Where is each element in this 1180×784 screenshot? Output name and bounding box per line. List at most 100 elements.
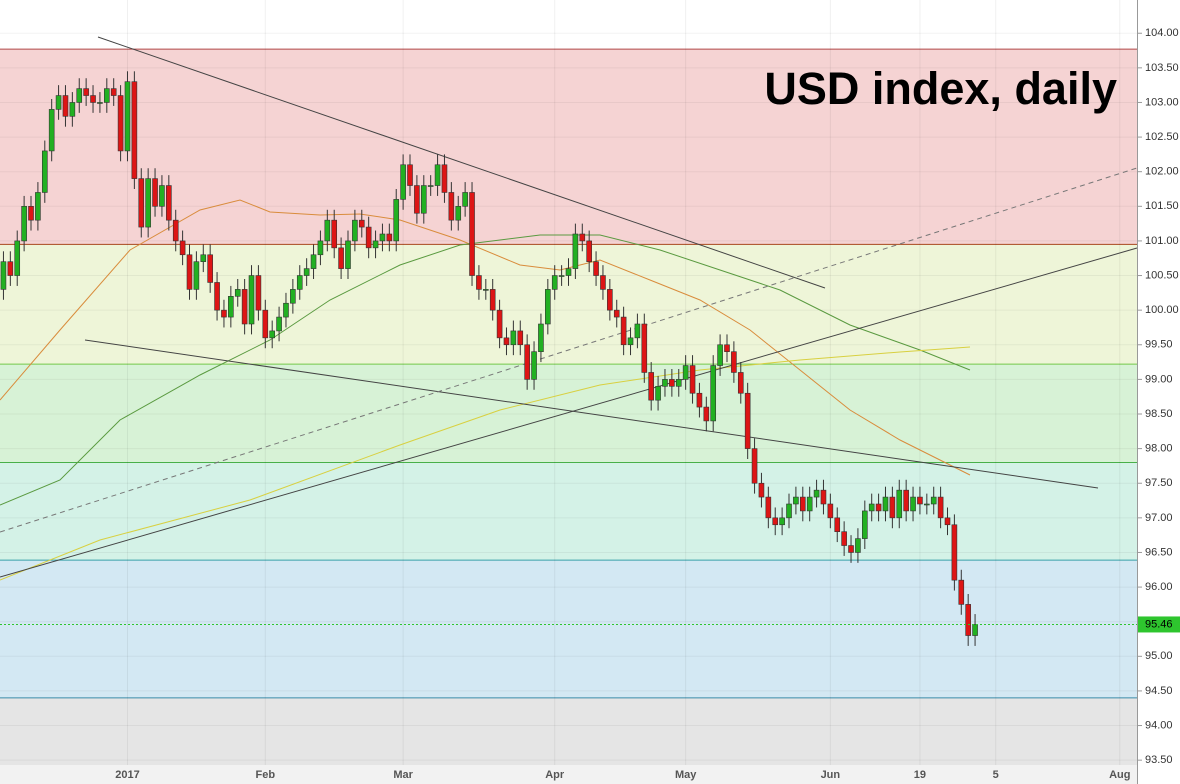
x-tick-label: Feb — [256, 769, 276, 781]
candle-body — [538, 323, 544, 352]
candle-body — [35, 192, 41, 221]
y-tick-label: 102.00 — [1145, 166, 1179, 178]
moving-average-mid — [0, 234, 971, 506]
trendline — [0, 247, 1138, 578]
candle-body — [166, 185, 172, 221]
candle-body — [441, 164, 448, 193]
candle-body — [420, 185, 427, 214]
candle-body — [414, 185, 420, 214]
candle-body — [882, 496, 889, 512]
candle-body — [448, 192, 455, 221]
candle-body — [152, 178, 158, 207]
candle-body — [427, 185, 434, 187]
y-tick-label: 94.00 — [1145, 719, 1173, 731]
candle-body — [365, 226, 372, 249]
candle-body — [262, 309, 269, 339]
candle-body — [648, 372, 654, 401]
candle-body — [655, 386, 661, 401]
candle-body — [793, 496, 799, 505]
y-tick-label: 99.00 — [1145, 373, 1173, 385]
candle-body — [965, 604, 971, 636]
candle-body — [248, 275, 255, 325]
candle-body — [407, 164, 413, 186]
y-tick-label: 103.50 — [1145, 62, 1179, 74]
candle-body — [7, 261, 14, 276]
candle-body — [917, 496, 923, 505]
axes: 93.5094.0094.5095.0095.5096.0096.5097.00… — [115, 27, 1180, 781]
candle-body — [372, 240, 379, 249]
candle-body — [572, 233, 579, 269]
candle-body — [28, 206, 34, 221]
candle-body — [159, 185, 165, 207]
candle-body — [551, 275, 558, 290]
candle-body — [779, 517, 785, 526]
y-tick-label: 95.00 — [1145, 650, 1173, 662]
candle-body — [228, 296, 234, 318]
last-price-label: 95.46 — [1145, 618, 1173, 630]
candle-body — [669, 379, 675, 387]
trendline — [97, 36, 826, 289]
candle-body — [972, 624, 978, 636]
x-tick-label: 5 — [993, 769, 999, 781]
candle-body — [214, 282, 220, 311]
candle-body — [524, 344, 530, 380]
candle-body — [0, 261, 7, 290]
x-tick-label: 19 — [914, 769, 926, 781]
candle-body — [255, 275, 262, 311]
x-tick-label: Mar — [393, 769, 413, 781]
candle-body — [806, 496, 813, 512]
candle-body — [104, 88, 110, 103]
candle-body — [855, 538, 861, 553]
candle-body — [910, 496, 916, 512]
y-axis-bg — [1137, 0, 1180, 784]
candle-body — [379, 233, 386, 242]
candle-body — [76, 88, 83, 103]
candle-body — [207, 254, 213, 283]
y-tick-label: 93.50 — [1145, 754, 1173, 766]
chart-title: USD index, daily — [764, 63, 1117, 114]
y-tick-label: 97.00 — [1145, 512, 1173, 524]
zone — [0, 462, 1137, 561]
candle-body — [345, 240, 351, 269]
candle-body — [303, 268, 310, 276]
candle-body — [772, 517, 779, 526]
candle-body — [579, 233, 586, 242]
candle-body — [689, 365, 696, 394]
candle-body — [400, 164, 406, 200]
candle-body — [593, 261, 599, 276]
candle-body — [496, 309, 503, 339]
candle-body — [455, 206, 462, 221]
candle-body — [358, 219, 365, 228]
candle-body — [221, 309, 227, 318]
x-tick-label: Aug — [1109, 769, 1130, 781]
y-tick-label: 98.00 — [1145, 443, 1173, 455]
zone — [0, 697, 1137, 765]
candle-body — [531, 351, 537, 380]
candle-body — [269, 330, 275, 339]
candle-body — [386, 233, 393, 242]
candle-body — [820, 489, 827, 505]
candle-body — [545, 289, 551, 325]
candle-body — [868, 503, 875, 512]
candle-body — [944, 517, 951, 526]
candle-body — [662, 379, 668, 387]
y-tick-label: 102.50 — [1145, 131, 1179, 143]
candle-body — [958, 579, 965, 605]
moving-average-long — [0, 346, 971, 581]
y-tick-label: 103.00 — [1145, 96, 1179, 108]
candle-body — [641, 323, 648, 373]
candle-body — [83, 88, 89, 96]
candle-body — [613, 309, 620, 318]
candle-body — [489, 289, 496, 311]
candle-body — [283, 302, 289, 318]
y-tick-label: 97.50 — [1145, 477, 1173, 489]
candle-body — [90, 95, 96, 103]
candle-body — [462, 192, 468, 207]
candle-body — [145, 178, 151, 228]
candle-body — [124, 81, 131, 152]
x-tick-label: Apr — [545, 769, 565, 781]
y-tick-label: 101.50 — [1145, 200, 1179, 212]
candle-body — [296, 275, 303, 290]
